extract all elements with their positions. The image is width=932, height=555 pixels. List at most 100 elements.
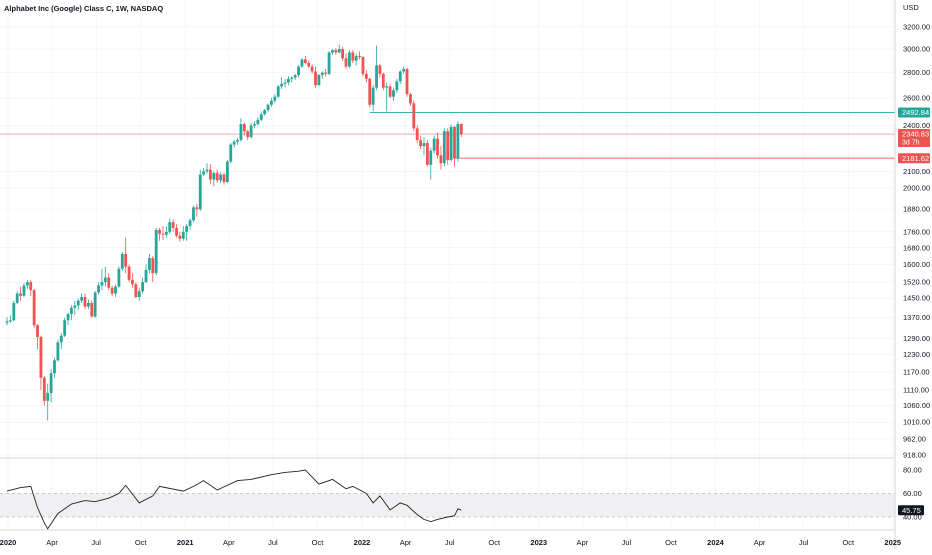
axes: [0, 0, 896, 550]
candle-body: [395, 81, 399, 91]
grid: [0, 0, 895, 530]
candle-body: [429, 150, 433, 165]
candle: [368, 77, 372, 108]
candle: [276, 85, 280, 99]
candle: [398, 70, 402, 84]
candle: [188, 218, 192, 230]
candle: [164, 226, 168, 238]
candle-body: [209, 169, 212, 180]
time-tick-label: 2024: [707, 538, 725, 547]
candle-body: [42, 377, 46, 401]
candle: [36, 324, 39, 350]
candle: [283, 78, 287, 88]
lower-line-badge-bg: [898, 153, 930, 164]
candle-body: [202, 171, 206, 175]
candle: [70, 305, 73, 321]
price-tick-label: 2800.00: [903, 68, 930, 77]
price-tick-label: 1010.00: [903, 418, 930, 427]
candle-body: [327, 52, 331, 74]
candle: [100, 268, 104, 291]
candle-body: [141, 282, 145, 292]
candle-body: [449, 126, 453, 161]
candle-body: [388, 86, 392, 97]
candle-body: [415, 128, 419, 141]
candle-body: [310, 66, 314, 72]
rsi-tick-label: 40.00: [903, 513, 922, 522]
candle: [290, 76, 294, 83]
candle-body: [168, 222, 172, 232]
candle-body: [229, 144, 233, 162]
candle: [449, 124, 453, 162]
candle-body: [368, 78, 372, 105]
time-tick-label: Oct: [842, 538, 855, 547]
candle-body: [178, 235, 182, 239]
candle: [409, 92, 412, 107]
candle-body: [5, 321, 9, 323]
candle-body: [154, 229, 158, 274]
candle-body: [175, 227, 178, 236]
candle-body: [317, 75, 321, 86]
candle-body: [456, 124, 460, 159]
candle-body: [195, 207, 199, 210]
candle-body: [459, 124, 463, 135]
price-tick-label: 1290.00: [903, 334, 930, 343]
candle: [442, 128, 446, 167]
price-tick-label: 1370.00: [903, 313, 930, 322]
candle-body: [351, 52, 355, 61]
candle: [259, 111, 263, 122]
candle-body: [110, 287, 114, 294]
time-tick-label: Jul: [622, 538, 632, 547]
candle-body: [334, 50, 338, 53]
time-tick-label: Jul: [268, 538, 278, 547]
upper-line-badge-bg: [898, 107, 930, 118]
candle: [212, 171, 216, 187]
candle-body: [422, 143, 426, 147]
candle-body: [432, 138, 436, 151]
candle: [256, 117, 260, 126]
candle-body: [222, 174, 226, 183]
candle-body: [73, 305, 77, 308]
candle-body: [236, 140, 239, 142]
rsi-tick-label: 80.00: [903, 466, 922, 475]
candle: [107, 273, 111, 291]
price-tick-label: 3000.00: [903, 45, 930, 54]
candle-body: [453, 126, 456, 159]
price-tick-label: 2100.00: [903, 167, 930, 176]
candle: [425, 140, 429, 167]
candle: [354, 53, 358, 66]
time-tick-label: Apr: [46, 538, 58, 547]
candle: [236, 137, 239, 145]
candle: [253, 121, 256, 129]
candle: [337, 44, 341, 54]
candle: [144, 264, 148, 284]
candle-body: [358, 55, 361, 58]
price-tick-label: 3200.00: [903, 22, 930, 31]
candle-body: [63, 320, 67, 336]
candle-body: [263, 110, 267, 115]
candle-body: [425, 143, 429, 165]
candle: [63, 317, 67, 338]
candle: [97, 282, 100, 295]
candle-body: [124, 253, 128, 267]
candle-body: [439, 155, 443, 164]
candle: [222, 172, 226, 185]
candle-body: [9, 320, 12, 322]
candle-body: [86, 303, 90, 307]
candle-body: [144, 269, 148, 283]
candle: [232, 140, 236, 148]
candle: [215, 169, 219, 183]
candle-body: [117, 268, 121, 287]
candle-body: [148, 258, 151, 270]
lower-line-badge: 2181.62: [902, 154, 929, 163]
candle-body: [158, 229, 161, 234]
candle-body: [337, 49, 341, 53]
currency-label: USD: [903, 3, 919, 12]
candle: [303, 55, 307, 65]
candle: [178, 231, 182, 242]
candle: [22, 283, 26, 298]
candle: [198, 169, 202, 212]
candle: [456, 121, 460, 162]
candle: [402, 66, 406, 74]
